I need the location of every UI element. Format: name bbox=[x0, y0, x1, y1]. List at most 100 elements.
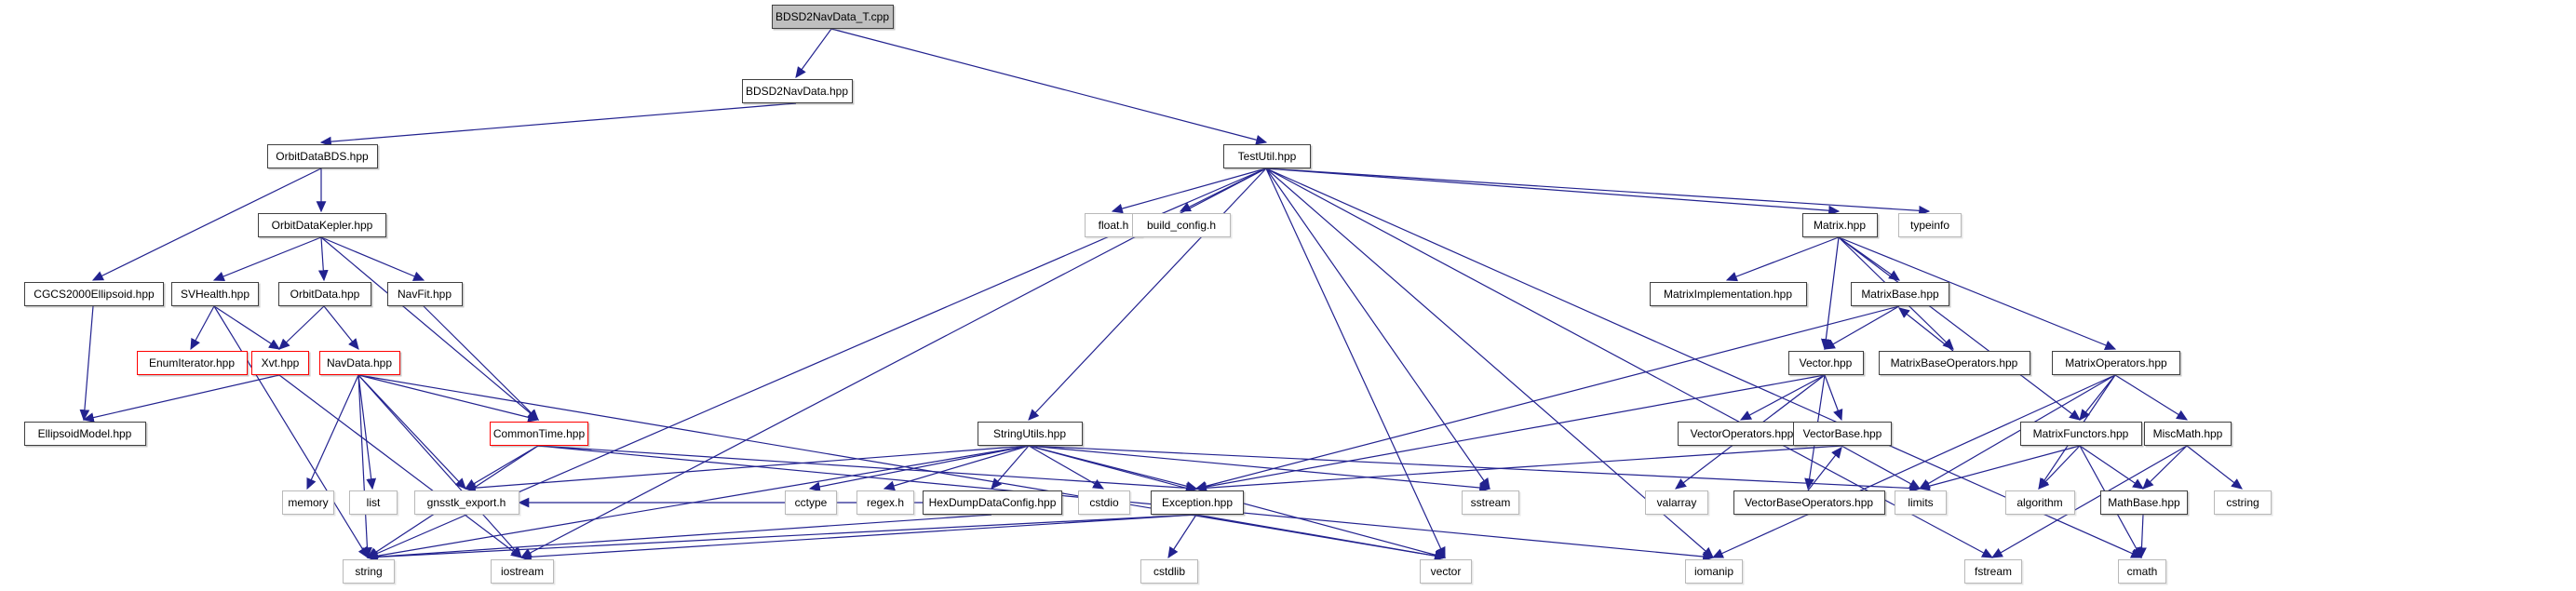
include-edge-NavData.hpp-to-iostream bbox=[357, 374, 522, 558]
graph-node-navfit-hpp[interactable]: NavFit.hpp bbox=[386, 282, 463, 306]
graph-node-mathbase-hpp[interactable]: MathBase.hpp bbox=[2100, 490, 2188, 515]
include-edge-MatrixFunctors.hpp-to-limits bbox=[1918, 445, 2081, 491]
include-edge-TestUtil.hpp-to-float.h bbox=[1111, 168, 1267, 214]
graph-node-build-config-h: build_config.h bbox=[1132, 213, 1231, 237]
include-edge-NavData.hpp-to-list bbox=[357, 374, 377, 490]
graph-node-ellipsoidmodel-hpp[interactable]: EllipsoidModel.hpp bbox=[23, 422, 146, 446]
include-edge-SVHealth.hpp-to-string bbox=[213, 305, 369, 559]
include-edge-OrbitDataBDS.hpp-to-CGCS2000Ellipsoid.hpp bbox=[91, 168, 322, 281]
include-edge-Xvt.hpp-to-iostream bbox=[278, 374, 522, 558]
graph-node-algorithm: algorithm bbox=[2004, 490, 2075, 515]
graph-node-list: list bbox=[349, 490, 398, 515]
include-edge-Matrix.hpp-to-MatrixOperators.hpp bbox=[1838, 236, 2117, 350]
include-edge-MiscMath.hpp-to-cstring bbox=[2186, 445, 2243, 490]
graph-node-bdsd2navdata-t-cpp: BDSD2NavData_T.cpp bbox=[771, 5, 894, 29]
graph-node-matrix-hpp[interactable]: Matrix.hpp bbox=[1801, 213, 1878, 237]
graph-node-memory: memory bbox=[282, 490, 334, 515]
graph-node-string: string bbox=[343, 559, 395, 584]
include-edge-TestUtil.hpp-to-vector bbox=[1265, 168, 1446, 559]
graph-node-orbitdata-hpp[interactable]: OrbitData.hpp bbox=[278, 282, 371, 306]
graph-node-vectoroperators-hpp[interactable]: VectorOperators.hpp bbox=[1678, 422, 1806, 446]
include-edge-StringUtils.hpp-to-gnsstk_export.h bbox=[464, 445, 1030, 493]
include-edge-NavData.hpp-to-gnsstk_export.h bbox=[357, 374, 466, 490]
graph-node-miscmath-hpp[interactable]: MiscMath.hpp bbox=[2144, 422, 2232, 446]
include-edge-Matrix.hpp-to-Vector.hpp bbox=[1820, 236, 1840, 351]
graph-node-matriximplementation-hpp[interactable]: MatrixImplementation.hpp bbox=[1649, 282, 1807, 306]
include-edge-StringUtils.hpp-to-limits bbox=[1028, 445, 1922, 493]
include-edge-NavData.hpp-to-CommonTime.hpp bbox=[357, 374, 540, 423]
include-edge-StringUtils.hpp-to-regex.h bbox=[883, 445, 1030, 491]
include-edge-BDSD2NavData.hpp-to-OrbitDataBDS.hpp bbox=[319, 102, 797, 147]
graph-node-enumiterator-hpp[interactable]: EnumIterator.hpp bbox=[136, 351, 248, 375]
include-edge-MatrixOperators.hpp-to-iomanip bbox=[1711, 374, 2116, 558]
graph-node-matrixbaseoperators-hpp[interactable]: MatrixBaseOperators.hpp bbox=[1878, 351, 2030, 375]
graph-node-regex-h: regex.h bbox=[856, 490, 914, 515]
graph-node-hexdumpdataconfig-hpp[interactable]: HexDumpDataConfig.hpp bbox=[923, 490, 1062, 515]
graph-node-cmath: cmath bbox=[2118, 559, 2166, 584]
include-edge-StringUtils.hpp-to-sstream bbox=[1028, 445, 1491, 493]
graph-node-cstdlib: cstdlib bbox=[1140, 559, 1198, 584]
graph-node-matrixbase-hpp[interactable]: MatrixBase.hpp bbox=[1851, 282, 1949, 306]
graph-node-bdsd2navdata-hpp[interactable]: BDSD2NavData.hpp bbox=[741, 79, 853, 103]
include-edge-TestUtil.hpp-to-StringUtils.hpp bbox=[1028, 168, 1267, 421]
include-edge-Matrix.hpp-to-MatrixFunctors.hpp bbox=[1838, 236, 2081, 421]
include-edge-VectorBase.hpp-to-limits bbox=[1841, 445, 1922, 490]
include-edge-NavData.hpp-to-vector bbox=[357, 374, 1447, 561]
graph-node-typeinfo: typeinfo bbox=[1898, 213, 1962, 237]
graph-node-commontime-hpp[interactable]: CommonTime.hpp bbox=[490, 422, 588, 446]
include-edge-Exception.hpp-to-iostream bbox=[519, 514, 1197, 562]
include-edge-Exception.hpp-to-string bbox=[366, 514, 1197, 562]
graph-node-iostream: iostream bbox=[491, 559, 554, 584]
graph-node-cgcs2000ellipsoid-hpp[interactable]: CGCS2000Ellipsoid.hpp bbox=[24, 282, 164, 306]
include-edge-MatrixFunctors.hpp-to-algorithm bbox=[2038, 445, 2081, 490]
include-edge-StringUtils.hpp-to-cstdio bbox=[1028, 445, 1105, 490]
graph-node-vectorbase-hpp[interactable]: VectorBase.hpp bbox=[1793, 422, 1892, 446]
include-edge-CGCS2000Ellipsoid.hpp-to-EllipsoidModel.hpp bbox=[79, 305, 94, 422]
graph-node-exception-hpp[interactable]: Exception.hpp bbox=[1151, 490, 1244, 515]
graph-node-iomanip: iomanip bbox=[1685, 559, 1743, 584]
include-edge-Vector.hpp-to-VectorBase.hpp bbox=[1824, 374, 1843, 422]
graph-node-stringutils-hpp[interactable]: StringUtils.hpp bbox=[977, 422, 1083, 446]
graph-node-matrixoperators-hpp[interactable]: MatrixOperators.hpp bbox=[2052, 351, 2180, 375]
include-edge-OrbitDataKepler.hpp-to-NavFit.hpp bbox=[320, 236, 425, 281]
include-edge-MatrixOperators.hpp-to-limits bbox=[1918, 374, 2116, 490]
graph-node-vector-hpp[interactable]: Vector.hpp bbox=[1787, 351, 1864, 375]
include-edge-VectorBaseOperators.hpp-to-VectorBase.hpp bbox=[1807, 447, 1842, 491]
graph-node-svhealth-hpp[interactable]: SVHealth.hpp bbox=[171, 282, 259, 306]
include-edge-SVHealth.hpp-to-EnumIterator.hpp bbox=[190, 305, 215, 351]
include-edge-NavFit.hpp-to-CommonTime.hpp bbox=[423, 305, 539, 421]
graph-node-orbitdatakepler-hpp[interactable]: OrbitDataKepler.hpp bbox=[258, 213, 386, 237]
include-edge-NavData.hpp-to-string bbox=[357, 374, 372, 559]
include-edge-MatrixBase.hpp-to-Vector.hpp bbox=[1823, 305, 1900, 350]
graph-node-cctype: cctype bbox=[785, 490, 837, 515]
include-edge-MatrixOperators.hpp-to-MiscMath.hpp bbox=[2114, 374, 2189, 421]
include-edge-MatrixBase.hpp-to-Exception.hpp bbox=[1194, 305, 1900, 491]
include-edge-MatrixFunctors.hpp-to-MathBase.hpp bbox=[2079, 445, 2144, 490]
graph-node-cstdio: cstdio bbox=[1078, 490, 1130, 515]
graph-node-orbitdatabds-hpp[interactable]: OrbitDataBDS.hpp bbox=[266, 144, 378, 168]
include-edge-OrbitDataKepler.hpp-to-SVHealth.hpp bbox=[212, 236, 322, 282]
graph-node-sstream: sstream bbox=[1462, 490, 1519, 515]
include-edge-Matrix.hpp-to-MatrixImplementation.hpp bbox=[1725, 236, 1840, 282]
graph-node-fstream: fstream bbox=[1964, 559, 2022, 584]
include-edge-OrbitData.hpp-to-NavData.hpp bbox=[323, 305, 359, 350]
graph-node-testutil-hpp[interactable]: TestUtil.hpp bbox=[1223, 144, 1311, 168]
include-edge-TestUtil.hpp-to-typeinfo bbox=[1265, 168, 1931, 216]
include-edge-HexDumpDataConfig.hpp-to-string bbox=[366, 514, 992, 562]
graph-node-navdata-hpp[interactable]: NavData.hpp bbox=[318, 351, 400, 375]
graph-node-matrixfunctors-hpp[interactable]: MatrixFunctors.hpp bbox=[2019, 422, 2142, 446]
include-edge-MathBase.hpp-to-cmath bbox=[2137, 514, 2147, 559]
include-edge-VectorBase.hpp-to-Exception.hpp bbox=[1194, 445, 1842, 493]
include-edge-CommonTime.hpp-to-gnsstk_export.h bbox=[464, 445, 539, 490]
graph-node-vectorbaseoperators-hpp[interactable]: VectorBaseOperators.hpp bbox=[1733, 490, 1885, 515]
include-edge-BDSD2NavData_T.cpp-to-BDSD2NavData.hpp bbox=[795, 28, 832, 78]
include-edge-Exception.hpp-to-cstdlib bbox=[1167, 514, 1197, 559]
include-edge-StringUtils.hpp-to-string bbox=[366, 445, 1030, 561]
graph-node-limits: limits bbox=[1895, 490, 1947, 515]
include-edge-MatrixBaseOperators.hpp-to-MatrixBase.hpp bbox=[1898, 307, 1954, 352]
graph-node-xvt-hpp[interactable]: Xvt.hpp bbox=[251, 351, 309, 375]
include-edge-TestUtil.hpp-to-iomanip bbox=[1265, 168, 1714, 558]
include-edge-MiscMath.hpp-to-fstream bbox=[1990, 445, 2188, 558]
graph-node-valarray: valarray bbox=[1645, 490, 1708, 515]
graph-node-cstring: cstring bbox=[2214, 490, 2272, 515]
